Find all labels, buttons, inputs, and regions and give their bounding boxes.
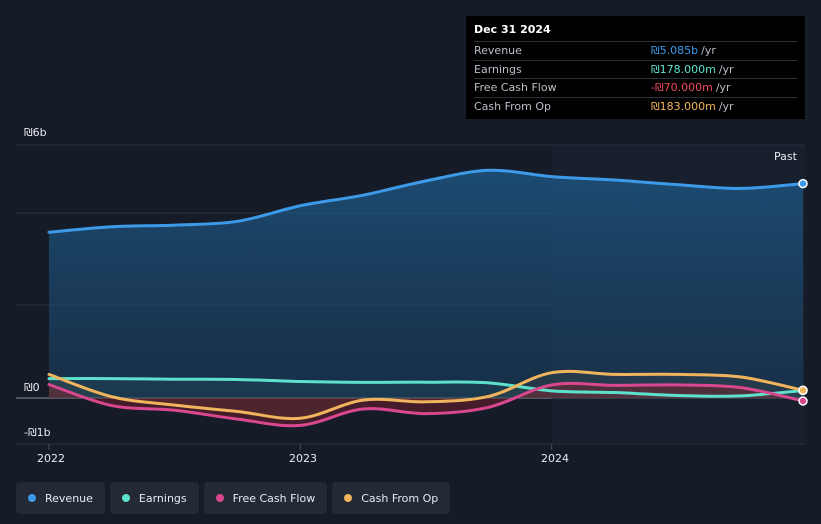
- tooltip-row-value: ₪5.085b: [651, 44, 699, 58]
- revenue-line: [47, 168, 805, 234]
- tooltip-row-label: Cash From Op: [474, 99, 552, 113]
- cash-from-op-dot-icon: [344, 494, 353, 502]
- cash-from-op-end-marker: [798, 385, 808, 396]
- legend-item-cash-from-op[interactable]: Cash From Op: [332, 482, 451, 514]
- y-axis-zero-label: ₪0: [24, 381, 40, 394]
- legend-label: Revenue: [45, 491, 93, 505]
- tooltip-row: Cash From Op ₪183.000m/yr: [474, 96, 797, 116]
- tooltip-row-unit: /yr: [718, 62, 734, 76]
- legend-item-earnings[interactable]: Earnings: [109, 482, 199, 514]
- tooltip-row-label: Free Cash Flow: [474, 81, 557, 95]
- legend-item-revenue[interactable]: Revenue: [16, 482, 105, 514]
- tooltip-panel: Dec 31 2024 Revenue ₪5.085b/yr Earnings ₪17…: [466, 16, 805, 119]
- tooltip-row-unit: /yr: [715, 81, 731, 95]
- tooltip-row: Earnings ₪178.000m/yr: [474, 59, 797, 79]
- legend: Revenue Earnings Free Cash Flow Cash Fro…: [16, 482, 451, 514]
- x-tick-2022: 2022: [37, 452, 65, 465]
- tooltip-row-value: -₪70.000m: [651, 81, 713, 95]
- tooltip-row-value: ₪183.000m: [651, 99, 716, 113]
- cash-from-op-area: [49, 371, 803, 419]
- legend-item-free-cash-flow[interactable]: Free Cash Flow: [203, 482, 328, 514]
- x-tick-2023: 2023: [289, 452, 317, 465]
- tooltip-row-unit: /yr: [718, 99, 734, 113]
- free-cash-flow-dot-icon: [215, 494, 224, 502]
- past-label: Past: [774, 150, 797, 163]
- legend-label: Earnings: [138, 491, 187, 505]
- earnings-line: [47, 377, 805, 398]
- tooltip-row-label: Revenue: [474, 44, 522, 58]
- legend-label: Cash From Op: [361, 491, 439, 505]
- revenue-area: [49, 170, 803, 398]
- tooltip-row-value: ₪178.000m: [651, 62, 716, 76]
- free-cash-flow-end-marker: [798, 396, 808, 406]
- tooltip-date: Dec 31 2024: [474, 23, 551, 36]
- tooltip-row-label: Earnings: [474, 62, 522, 76]
- x-tick-2024: 2024: [541, 452, 569, 465]
- cash-from-op-line: [47, 369, 805, 421]
- tooltip-row: Free Cash Flow -₪70.000m/yr: [474, 78, 797, 97]
- y-axis-bottom-label: -₪1b: [24, 426, 51, 439]
- legend-label: Free Cash Flow: [232, 491, 316, 505]
- tooltip-row: Revenue ₪5.085b/yr: [474, 41, 797, 60]
- earnings-dot-icon: [121, 494, 130, 502]
- revenue-dot-icon: [28, 494, 36, 502]
- revenue-end-marker: [798, 178, 808, 189]
- y-axis-top-label: ₪6b: [24, 126, 47, 139]
- free-cash-flow-line: [47, 381, 805, 428]
- tooltip-row-unit: /yr: [701, 44, 716, 58]
